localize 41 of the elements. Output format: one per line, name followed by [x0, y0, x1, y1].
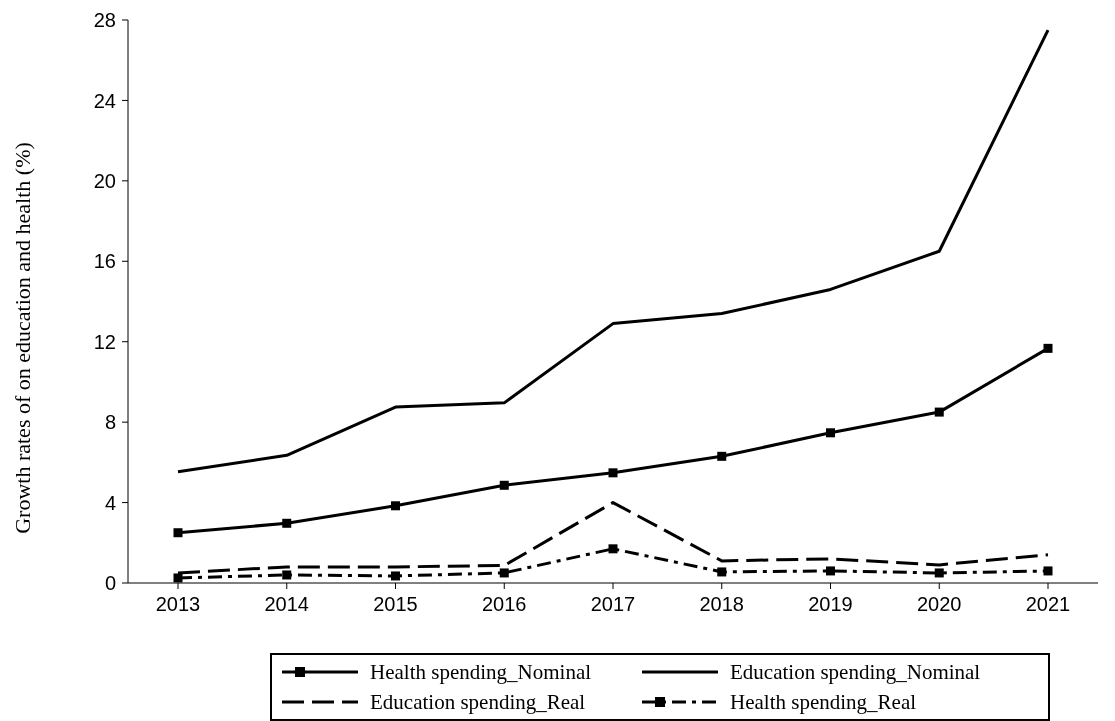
point: [826, 566, 835, 576]
x-tick-label: 2016: [482, 593, 527, 616]
point: [391, 571, 400, 581]
point: [934, 568, 944, 578]
point: [934, 407, 944, 417]
x-tick-label: 2021: [1025, 593, 1071, 616]
y-tick-label: 8: [104, 411, 116, 434]
y-axis-title: Growth rates of on education and health (%): [10, 142, 36, 534]
point: [1043, 343, 1053, 353]
line-series: [176, 28, 1050, 474]
y-tick-label: 4: [104, 491, 116, 514]
point: [608, 544, 618, 554]
x-tick-label: 2018: [699, 593, 744, 616]
y-tick-label: 20: [93, 169, 116, 192]
x-tick-label: 2017: [590, 593, 636, 616]
point: [282, 518, 292, 528]
point: [1043, 566, 1053, 576]
x-tick-label: 2019: [808, 593, 853, 616]
point: [499, 568, 509, 578]
point: [717, 451, 727, 461]
point: [717, 567, 727, 577]
point: [826, 428, 835, 438]
point: [499, 480, 509, 490]
point: [608, 468, 618, 478]
y-tick-label: 0: [104, 572, 116, 595]
legend-label: Health spending_Nominal: [370, 659, 592, 685]
y-tick-label: 24: [93, 89, 116, 112]
y-tick-label: 28: [93, 9, 116, 32]
x-tick-label: 2020: [917, 593, 962, 616]
legend-label: Education spending_Nominal: [730, 659, 981, 685]
point: [391, 501, 400, 511]
legend-label: Health spending_Real: [730, 689, 917, 715]
x-tick-label: 2013: [155, 593, 201, 616]
point: [173, 528, 183, 538]
x-tick-label: 2015: [373, 593, 418, 616]
point: [173, 573, 183, 583]
y-tick-label: 12: [93, 330, 116, 353]
legend-label: Education spending_Real: [370, 689, 586, 715]
y-tick-label: 16: [93, 250, 116, 273]
point: [282, 570, 292, 580]
x-tick-label: 2014: [264, 593, 309, 616]
